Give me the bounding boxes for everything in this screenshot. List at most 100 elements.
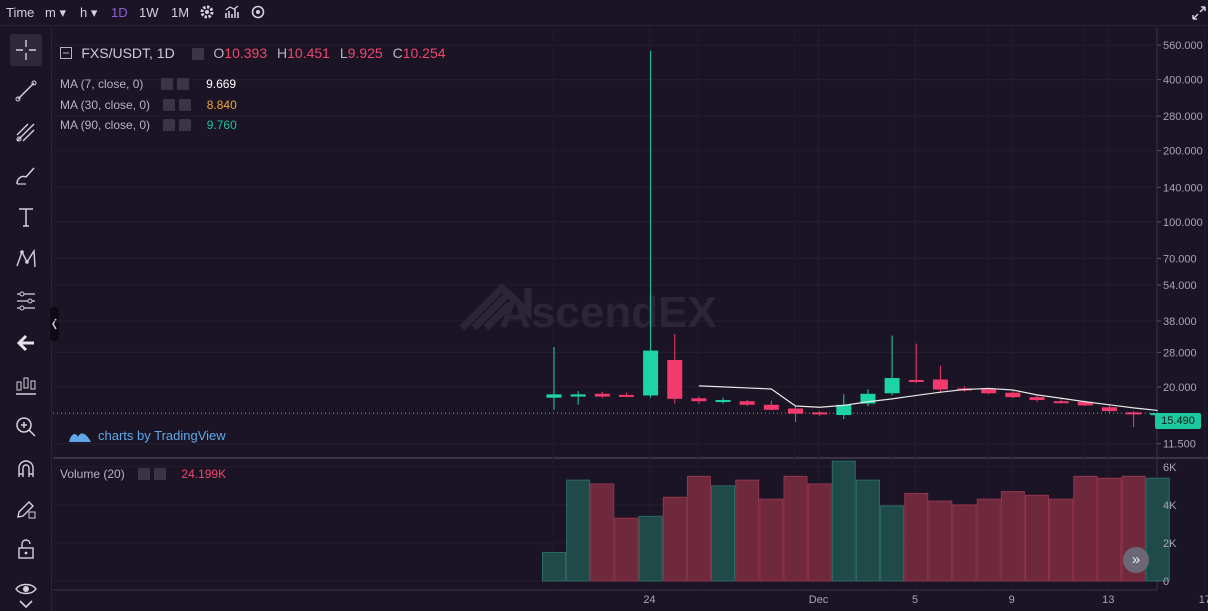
watermark-text: AscendEX bbox=[499, 288, 717, 337]
candle-body bbox=[836, 404, 852, 416]
volume-bar bbox=[759, 498, 784, 582]
lock-tool[interactable] bbox=[10, 533, 42, 565]
candle-body bbox=[981, 388, 997, 394]
trend-line-tool[interactable] bbox=[10, 75, 42, 107]
back-tool[interactable] bbox=[10, 327, 42, 359]
interval-1m[interactable]: 1M bbox=[171, 5, 190, 20]
ma7-value: 9.669 bbox=[206, 77, 237, 91]
fullscreen-icon[interactable] bbox=[1192, 6, 1208, 22]
candle-body bbox=[1005, 392, 1021, 398]
volume-bar bbox=[638, 515, 663, 582]
ma90-legend: MA (90, close, 0) 9.760 bbox=[60, 118, 237, 132]
double-chevron-right-icon: » bbox=[1131, 551, 1141, 568]
volume-bar bbox=[1145, 477, 1170, 582]
candle-body bbox=[570, 394, 586, 397]
ma90-close-icon[interactable] bbox=[179, 119, 192, 131]
candle-body bbox=[739, 401, 755, 405]
candle-body bbox=[691, 398, 707, 402]
volume-bar bbox=[542, 551, 566, 582]
zoom-tool[interactable] bbox=[10, 411, 42, 443]
volume-series bbox=[542, 460, 1170, 582]
volume-bar bbox=[1000, 491, 1025, 582]
trend-line-icon bbox=[15, 80, 37, 102]
price-tick-label: 38.000 bbox=[1163, 316, 1197, 328]
refresh-icon[interactable] bbox=[250, 4, 266, 20]
symbol-legend: FXS/USDT, 1D O10.393 H10.451 L9.925 C10.… bbox=[60, 45, 446, 61]
volume-bar bbox=[614, 517, 639, 582]
pitchfork-tool[interactable] bbox=[10, 117, 42, 149]
candle-body bbox=[1053, 401, 1069, 404]
chart-type-tool[interactable] bbox=[10, 369, 42, 401]
price-tick-label: 280.000 bbox=[1163, 111, 1203, 123]
ma30-close-icon[interactable] bbox=[179, 99, 192, 111]
price-tick-label: 11.500 bbox=[1163, 439, 1196, 451]
time-menu[interactable]: Time bbox=[6, 5, 35, 20]
more-tools[interactable] bbox=[10, 593, 42, 611]
eye-icon bbox=[15, 583, 37, 595]
ma30-settings-icon[interactable] bbox=[163, 99, 176, 111]
arrow-left-icon bbox=[16, 334, 34, 352]
volume-tick-label: 6K bbox=[1163, 462, 1177, 474]
volume-close-icon[interactable] bbox=[154, 468, 167, 480]
volume-bar bbox=[1049, 498, 1074, 582]
hour-menu[interactable]: h ▾ bbox=[80, 5, 98, 20]
settings-icon[interactable] bbox=[192, 48, 205, 60]
volume-bar bbox=[807, 483, 832, 582]
gear-icon[interactable] bbox=[199, 4, 215, 20]
current-price-badge: 15.490 bbox=[1155, 413, 1201, 429]
candle-body bbox=[546, 394, 562, 398]
volume-bar bbox=[686, 475, 711, 582]
time-tick-label: 5 bbox=[912, 594, 918, 606]
price-tick-label: 400.000 bbox=[1163, 75, 1203, 87]
fib-icon bbox=[17, 291, 35, 311]
candle-body bbox=[715, 400, 731, 403]
minute-menu[interactable]: m ▾ bbox=[45, 5, 66, 20]
tradingview-logo-icon bbox=[69, 433, 91, 442]
time-tick-label: 13 bbox=[1102, 594, 1114, 606]
stay-drawing-tool[interactable] bbox=[10, 493, 42, 525]
magnet-tool[interactable] bbox=[10, 453, 42, 485]
candle-body bbox=[667, 359, 683, 399]
pitchfork-icon bbox=[16, 123, 35, 142]
volume-bar bbox=[1097, 477, 1122, 582]
ma7-settings-icon[interactable] bbox=[160, 78, 173, 90]
symbol-title: FXS/USDT, 1D bbox=[81, 45, 175, 61]
price-tick-label: 200.000 bbox=[1163, 146, 1203, 158]
scroll-to-realtime-button[interactable]: » bbox=[1123, 547, 1149, 573]
candle-body bbox=[643, 350, 659, 396]
text-icon bbox=[19, 208, 33, 227]
watermark-logo bbox=[459, 283, 532, 331]
indicators-icon[interactable] bbox=[224, 4, 240, 20]
candles-series bbox=[546, 50, 1166, 428]
time-tick-label: 24 bbox=[643, 594, 655, 606]
price-tick-label: 140.000 bbox=[1163, 182, 1203, 194]
candle-body bbox=[1029, 397, 1045, 401]
ma90-label: MA (90, close, 0) bbox=[60, 118, 151, 132]
volume-bar bbox=[735, 479, 760, 582]
fib-tool[interactable] bbox=[10, 285, 42, 317]
ma90-settings-icon[interactable] bbox=[163, 119, 176, 131]
candle-body bbox=[860, 393, 876, 404]
volume-value: 24.199K bbox=[181, 467, 227, 481]
ma7-close-icon[interactable] bbox=[176, 78, 189, 90]
candle-body bbox=[1077, 401, 1093, 406]
volume-tick-label: 0 bbox=[1163, 576, 1169, 588]
magnet-icon bbox=[18, 460, 34, 477]
interval-1d[interactable]: 1D bbox=[111, 5, 128, 20]
time-axis: 24 Dec 5 9 13 17 bbox=[643, 594, 1208, 606]
volume-bar bbox=[1073, 475, 1098, 582]
candle-body bbox=[763, 404, 779, 410]
candle-body bbox=[788, 408, 803, 414]
text-tool[interactable] bbox=[10, 201, 42, 233]
visibility-tool[interactable] bbox=[10, 573, 42, 605]
volume-settings-icon[interactable] bbox=[138, 468, 151, 480]
tradingview-credit[interactable]: charts by TradingView bbox=[68, 428, 226, 443]
price-tick-label: 70.000 bbox=[1163, 253, 1197, 265]
price-tick-label: 28.000 bbox=[1163, 347, 1197, 359]
interval-1w[interactable]: 1W bbox=[139, 5, 159, 20]
collapse-legend-icon[interactable] bbox=[60, 47, 72, 59]
brush-tool[interactable] bbox=[10, 159, 42, 191]
pattern-tool[interactable] bbox=[10, 243, 42, 275]
crosshair-tool[interactable] bbox=[10, 34, 42, 66]
